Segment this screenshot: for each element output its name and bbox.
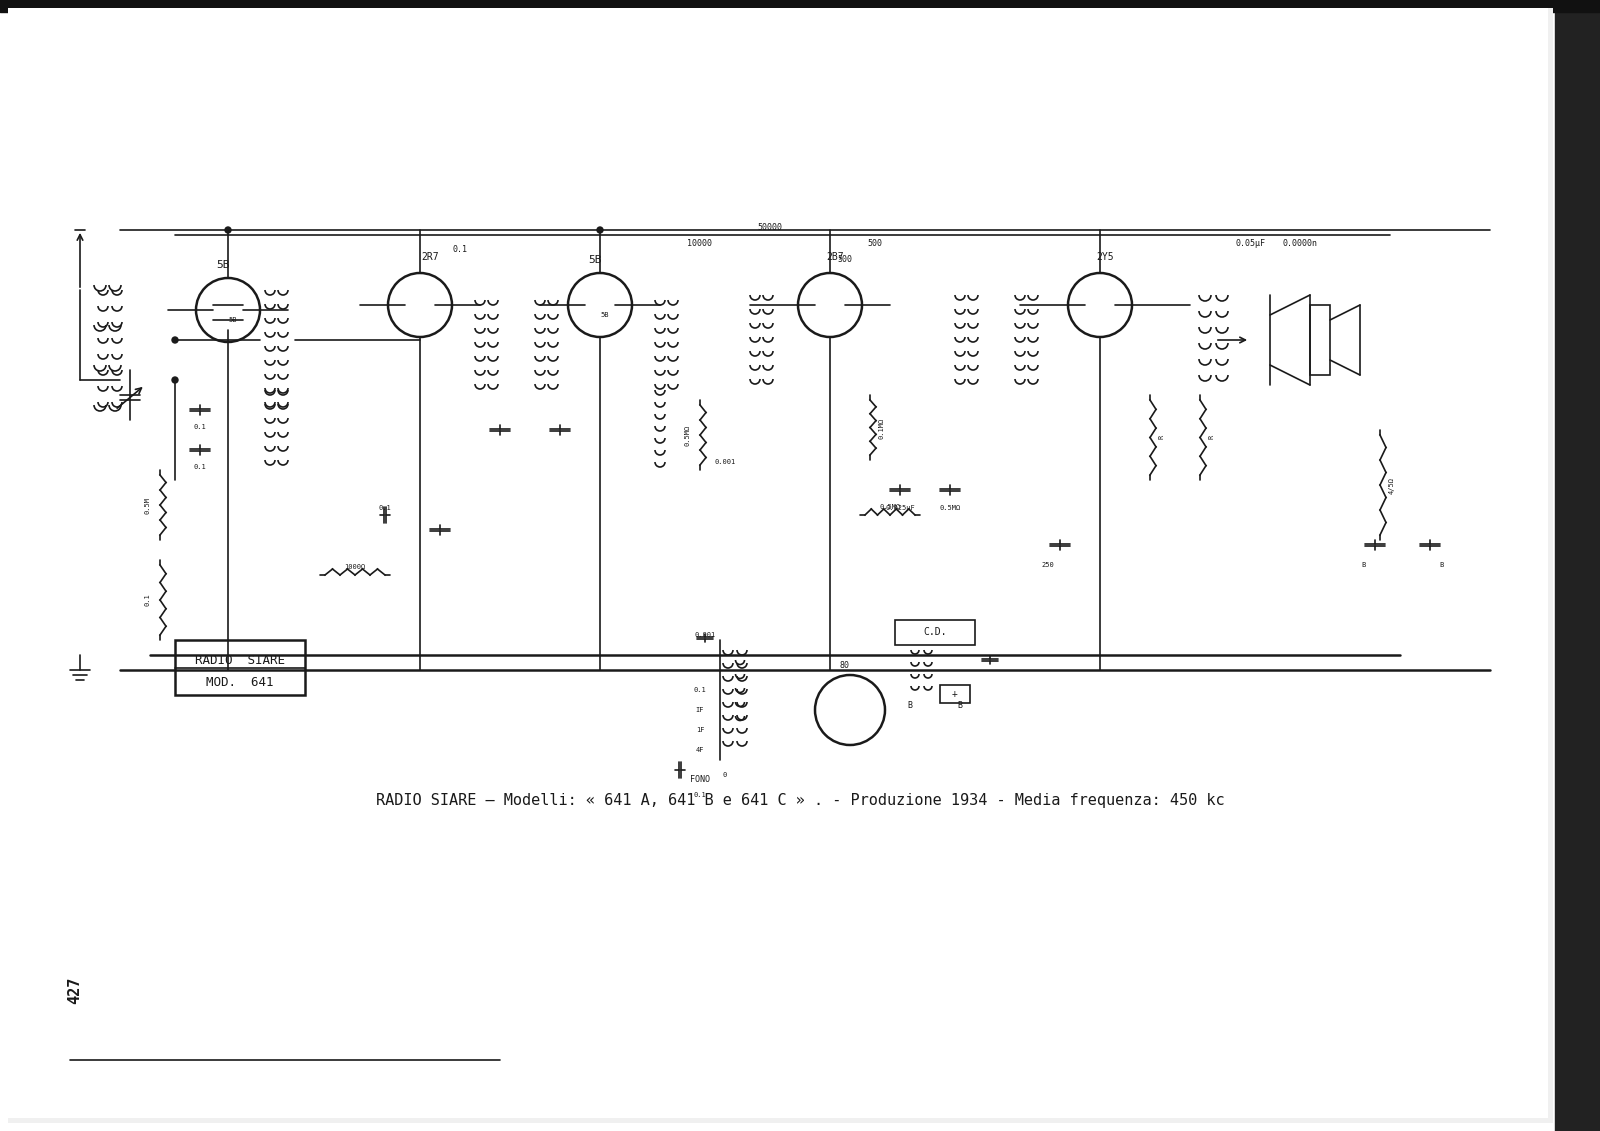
Text: 0.5M: 0.5M xyxy=(146,497,150,513)
Text: 0.5MΩ: 0.5MΩ xyxy=(880,504,901,510)
Circle shape xyxy=(173,377,178,383)
Text: C.D.: C.D. xyxy=(923,627,947,637)
Bar xyxy=(1310,305,1330,375)
Text: MOD.  641: MOD. 641 xyxy=(206,675,274,689)
Text: 0.1: 0.1 xyxy=(453,245,467,254)
Text: 500: 500 xyxy=(867,239,883,248)
Text: 5B: 5B xyxy=(600,312,610,318)
Bar xyxy=(174,640,306,696)
Text: 0.025μF: 0.025μF xyxy=(885,506,915,511)
Text: 0.1: 0.1 xyxy=(694,687,706,693)
Text: 2R7: 2R7 xyxy=(421,252,438,262)
Text: B: B xyxy=(1440,562,1445,568)
Text: 0.001: 0.001 xyxy=(714,459,736,465)
Text: 0.001: 0.001 xyxy=(694,632,715,638)
Text: 5B: 5B xyxy=(589,254,602,265)
Text: 4/5Ω: 4/5Ω xyxy=(1389,476,1395,493)
Text: 0.1: 0.1 xyxy=(694,792,706,798)
Circle shape xyxy=(173,337,178,343)
Text: 500: 500 xyxy=(837,256,853,265)
Text: 0.1: 0.1 xyxy=(379,506,392,511)
Text: B: B xyxy=(907,700,912,709)
Text: R: R xyxy=(1158,435,1165,439)
Text: IF: IF xyxy=(696,707,704,713)
Text: B: B xyxy=(1362,562,1365,568)
Text: 80: 80 xyxy=(840,661,850,670)
Text: 0.5MΩ: 0.5MΩ xyxy=(939,506,960,511)
Text: 4F: 4F xyxy=(696,746,704,753)
Text: 0.0000n: 0.0000n xyxy=(1283,239,1317,248)
Text: +: + xyxy=(952,689,958,699)
Circle shape xyxy=(597,227,603,233)
Text: 10000: 10000 xyxy=(688,239,712,248)
Text: 2B7: 2B7 xyxy=(826,252,843,262)
Text: 0.05μF: 0.05μF xyxy=(1235,239,1266,248)
Text: 2Y5: 2Y5 xyxy=(1096,252,1114,262)
Circle shape xyxy=(226,227,230,233)
Bar xyxy=(941,685,970,703)
Text: 250: 250 xyxy=(1042,562,1054,568)
Text: 427: 427 xyxy=(67,976,83,1003)
Text: 0.5MΩ: 0.5MΩ xyxy=(685,424,691,446)
Text: 0.1: 0.1 xyxy=(146,594,150,606)
Text: 0.1: 0.1 xyxy=(194,424,206,430)
Text: 0.1: 0.1 xyxy=(194,464,206,470)
Text: 1000Ω: 1000Ω xyxy=(344,564,366,570)
Text: 5B: 5B xyxy=(216,260,230,270)
Text: 0.1MΩ: 0.1MΩ xyxy=(878,417,885,439)
Text: FONO: FONO xyxy=(690,776,710,785)
Text: RADIO  SIARE: RADIO SIARE xyxy=(195,654,285,666)
Text: 5B: 5B xyxy=(229,317,237,323)
Text: 50000: 50000 xyxy=(757,224,782,233)
Text: 0: 0 xyxy=(723,772,726,778)
Text: RADIO SIARE — Modelli: « 641 A, 641 B e 641 C » . - Produzione 1934 - Media freq: RADIO SIARE — Modelli: « 641 A, 641 B e … xyxy=(376,793,1224,808)
Text: R: R xyxy=(1210,435,1214,439)
Text: 1F: 1F xyxy=(696,727,704,733)
Bar xyxy=(894,620,974,645)
Text: B: B xyxy=(957,700,963,709)
